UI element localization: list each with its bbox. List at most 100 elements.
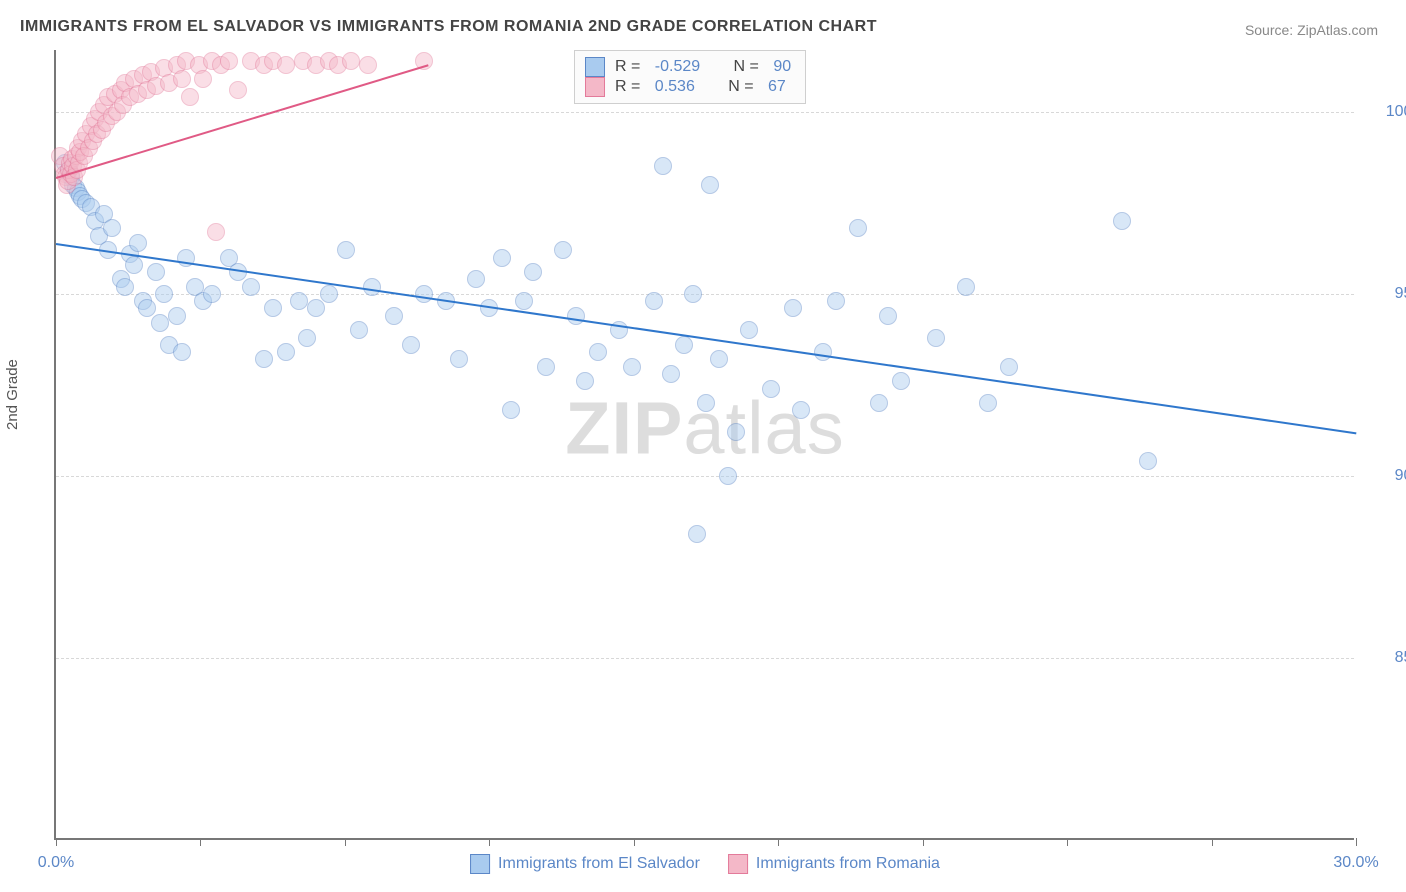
data-point [662,365,680,383]
data-point [502,401,520,419]
x-tick-label: 0.0% [38,854,74,872]
data-point [1000,358,1018,376]
data-point [181,88,199,106]
x-tick [1067,838,1068,846]
data-point [155,285,173,303]
legend-row: R = 0.536 N = 67 [585,77,791,97]
data-point [207,223,225,241]
data-point [814,343,832,361]
data-point [402,336,420,354]
data-point [645,292,663,310]
series-name: Immigrants from Romania [756,855,940,873]
data-point [688,525,706,543]
data-point [125,256,143,274]
data-point [290,292,308,310]
legend-swatch [585,77,605,97]
data-point [537,358,555,376]
legend-swatch [728,854,748,874]
data-point [277,343,295,361]
data-point [654,157,672,175]
source-label: Source: ZipAtlas.com [1245,22,1378,38]
data-point [524,263,542,281]
legend-swatch [585,57,605,77]
data-point [168,307,186,325]
gridline [56,476,1354,477]
series-legend: Immigrants from El Salvador Immigrants fr… [470,854,940,874]
data-point [129,234,147,252]
data-point [727,423,745,441]
data-point [194,70,212,88]
chart-title: IMMIGRANTS FROM EL SALVADOR VS IMMIGRANT… [20,18,877,36]
legend-row: R = -0.529 N = 90 [585,57,791,77]
data-point [576,372,594,390]
data-point [567,307,585,325]
x-tick [634,838,635,846]
x-tick [923,838,924,846]
data-point [701,176,719,194]
y-tick-label: 90.0% [1362,467,1406,485]
y-axis-label: 2nd Grade [4,359,21,430]
x-tick [200,838,201,846]
legend-r-label: R = [615,58,645,76]
y-tick-label: 85.0% [1362,649,1406,667]
legend-n-value: 67 [768,78,786,96]
data-point [684,285,702,303]
data-point [1113,212,1131,230]
data-point [827,292,845,310]
data-point [320,285,338,303]
data-point [307,299,325,317]
data-point [277,56,295,74]
data-point [173,70,191,88]
data-point [849,219,867,237]
data-point [979,394,997,412]
data-point [385,307,403,325]
bottom-legend-item: Immigrants from Romania [728,854,940,874]
bottom-legend-item: Immigrants from El Salvador [470,854,700,874]
data-point [792,401,810,419]
data-point [697,394,715,412]
data-point [467,270,485,288]
data-point [784,299,802,317]
data-point [1139,452,1157,470]
legend-n-value: 90 [773,58,791,76]
data-point [229,81,247,99]
data-point [957,278,975,296]
x-tick-label: 30.0% [1333,854,1378,872]
data-point [710,350,728,368]
legend-n-label: N = [734,58,764,76]
data-point [762,380,780,398]
data-point [264,299,282,317]
data-point [138,299,156,317]
data-point [350,321,368,339]
data-point [675,336,693,354]
data-point [298,329,316,347]
data-point [203,285,221,303]
data-point [493,249,511,267]
data-point [719,467,737,485]
legend-n-label: N = [728,78,758,96]
scatter-plot: ZIPatlas 100.0%95.0%90.0%85.0%0.0%30.0% … [54,50,1354,840]
data-point [242,278,260,296]
x-tick [1356,838,1357,846]
gridline [56,658,1354,659]
data-point [623,358,641,376]
legend-swatch [470,854,490,874]
data-point [342,52,360,70]
x-tick [778,838,779,846]
data-point [515,292,533,310]
y-tick-label: 95.0% [1362,285,1406,303]
data-point [173,343,191,361]
data-point [116,278,134,296]
x-tick [345,838,346,846]
legend-r-value: -0.529 [655,58,700,76]
x-tick [56,838,57,846]
data-point [927,329,945,347]
data-point [359,56,377,74]
data-point [870,394,888,412]
data-point [147,263,165,281]
data-point [554,241,572,259]
series-name: Immigrants from El Salvador [498,855,700,873]
data-point [363,278,381,296]
legend-r-value: 0.536 [655,78,695,96]
data-point [337,241,355,259]
